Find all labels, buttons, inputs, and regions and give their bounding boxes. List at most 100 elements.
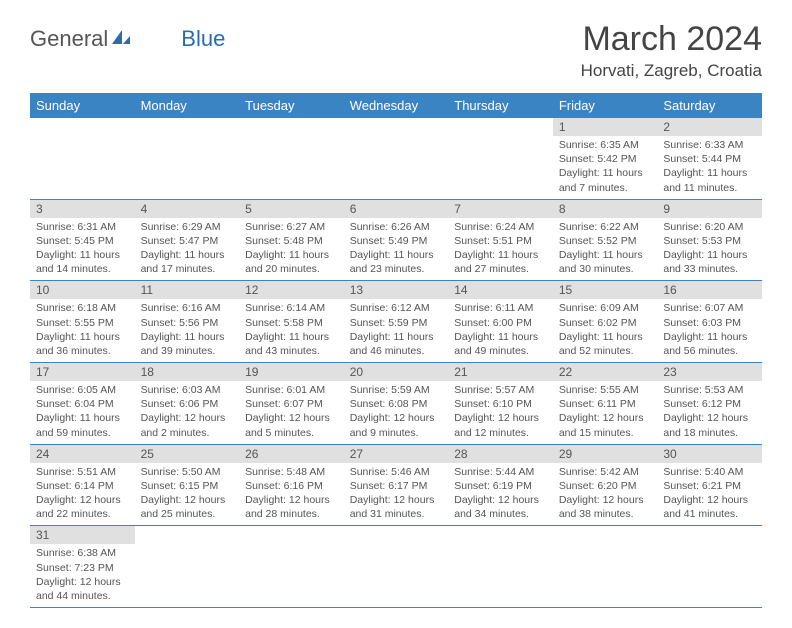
day-content: Sunrise: 6:18 AMSunset: 5:55 PMDaylight:… [30, 299, 135, 362]
day-number [553, 526, 658, 544]
day-info-line: Sunset: 6:11 PM [559, 397, 652, 411]
day-info-line: Sunrise: 6:12 AM [350, 301, 443, 315]
day-number: 13 [344, 281, 449, 299]
calendar-day-cell [344, 526, 449, 608]
day-info-line: Sunrise: 6:29 AM [141, 220, 234, 234]
day-info-line: Daylight: 11 hours and 7 minutes. [559, 166, 652, 194]
day-info-line: Sunrise: 5:40 AM [663, 465, 756, 479]
day-info-line: Sunrise: 6:11 AM [454, 301, 547, 315]
day-number [344, 526, 449, 544]
day-number: 11 [135, 281, 240, 299]
calendar-day-cell [553, 526, 658, 608]
day-content: Sunrise: 6:07 AMSunset: 6:03 PMDaylight:… [657, 299, 762, 362]
calendar-day-cell: 2Sunrise: 6:33 AMSunset: 5:44 PMDaylight… [657, 118, 762, 199]
day-content: Sunrise: 5:55 AMSunset: 6:11 PMDaylight:… [553, 381, 658, 444]
title-block: March 2024 Horvati, Zagreb, Croatia [581, 20, 762, 81]
day-info-line: Sunset: 6:02 PM [559, 316, 652, 330]
day-number: 9 [657, 200, 762, 218]
day-content [553, 544, 658, 550]
calendar-day-cell: 16Sunrise: 6:07 AMSunset: 6:03 PMDayligh… [657, 281, 762, 363]
day-info-line: Daylight: 12 hours and 44 minutes. [36, 575, 129, 603]
calendar-day-cell: 17Sunrise: 6:05 AMSunset: 6:04 PMDayligh… [30, 363, 135, 445]
day-content: Sunrise: 6:20 AMSunset: 5:53 PMDaylight:… [657, 218, 762, 281]
calendar-day-cell [239, 526, 344, 608]
day-content: Sunrise: 6:01 AMSunset: 6:07 PMDaylight:… [239, 381, 344, 444]
calendar-week-row: 17Sunrise: 6:05 AMSunset: 6:04 PMDayligh… [30, 363, 762, 445]
calendar-week-row: 1Sunrise: 6:35 AMSunset: 5:42 PMDaylight… [30, 118, 762, 199]
day-info-line: Sunset: 6:17 PM [350, 479, 443, 493]
day-header-row: Sunday Monday Tuesday Wednesday Thursday… [30, 93, 762, 118]
day-number [239, 118, 344, 136]
day-info-line: Sunset: 5:44 PM [663, 152, 756, 166]
calendar-day-cell: 14Sunrise: 6:11 AMSunset: 6:00 PMDayligh… [448, 281, 553, 363]
day-info-line: Sunrise: 6:27 AM [245, 220, 338, 234]
day-content: Sunrise: 6:29 AMSunset: 5:47 PMDaylight:… [135, 218, 240, 281]
calendar-day-cell: 18Sunrise: 6:03 AMSunset: 6:06 PMDayligh… [135, 363, 240, 445]
calendar-day-cell: 21Sunrise: 5:57 AMSunset: 6:10 PMDayligh… [448, 363, 553, 445]
day-number: 8 [553, 200, 658, 218]
day-content [135, 544, 240, 550]
day-content: Sunrise: 5:40 AMSunset: 6:21 PMDaylight:… [657, 463, 762, 526]
day-info-line: Sunrise: 6:22 AM [559, 220, 652, 234]
day-content: Sunrise: 5:48 AMSunset: 6:16 PMDaylight:… [239, 463, 344, 526]
day-number: 20 [344, 363, 449, 381]
calendar-day-cell: 4Sunrise: 6:29 AMSunset: 5:47 PMDaylight… [135, 199, 240, 281]
day-info-line: Sunrise: 5:59 AM [350, 383, 443, 397]
day-info-line: Sunrise: 6:03 AM [141, 383, 234, 397]
day-info-line: Daylight: 11 hours and 14 minutes. [36, 248, 129, 276]
day-info-line: Sunrise: 5:48 AM [245, 465, 338, 479]
day-info-line: Sunrise: 6:38 AM [36, 546, 129, 560]
day-info-line: Sunset: 6:21 PM [663, 479, 756, 493]
day-info-line: Daylight: 11 hours and 33 minutes. [663, 248, 756, 276]
day-info-line: Daylight: 11 hours and 46 minutes. [350, 330, 443, 358]
calendar-day-cell: 26Sunrise: 5:48 AMSunset: 6:16 PMDayligh… [239, 444, 344, 526]
calendar-day-cell: 13Sunrise: 6:12 AMSunset: 5:59 PMDayligh… [344, 281, 449, 363]
day-info-line: Sunset: 6:07 PM [245, 397, 338, 411]
day-info-line: Daylight: 11 hours and 30 minutes. [559, 248, 652, 276]
day-info-line: Sunset: 6:03 PM [663, 316, 756, 330]
day-info-line: Sunset: 6:14 PM [36, 479, 129, 493]
calendar-week-row: 31Sunrise: 6:38 AMSunset: 7:23 PMDayligh… [30, 526, 762, 608]
day-info-line: Sunrise: 6:18 AM [36, 301, 129, 315]
calendar-day-cell [448, 118, 553, 199]
day-info-line: Sunset: 6:12 PM [663, 397, 756, 411]
day-content: Sunrise: 6:33 AMSunset: 5:44 PMDaylight:… [657, 136, 762, 199]
day-info-line: Sunrise: 6:26 AM [350, 220, 443, 234]
day-info-line: Daylight: 11 hours and 56 minutes. [663, 330, 756, 358]
calendar-body: 1Sunrise: 6:35 AMSunset: 5:42 PMDaylight… [30, 118, 762, 608]
day-content [135, 136, 240, 142]
day-info-line: Sunset: 6:04 PM [36, 397, 129, 411]
calendar-day-cell: 1Sunrise: 6:35 AMSunset: 5:42 PMDaylight… [553, 118, 658, 199]
day-info-line: Sunset: 6:00 PM [454, 316, 547, 330]
day-info-line: Sunrise: 5:50 AM [141, 465, 234, 479]
day-info-line: Daylight: 11 hours and 20 minutes. [245, 248, 338, 276]
day-number [448, 118, 553, 136]
day-info-line: Sunset: 6:16 PM [245, 479, 338, 493]
logo-sail-icon [110, 26, 132, 52]
day-number [135, 118, 240, 136]
calendar-day-cell: 20Sunrise: 5:59 AMSunset: 6:08 PMDayligh… [344, 363, 449, 445]
day-number: 17 [30, 363, 135, 381]
month-title: March 2024 [581, 20, 762, 59]
day-content: Sunrise: 6:38 AMSunset: 7:23 PMDaylight:… [30, 544, 135, 607]
day-info-line: Sunrise: 6:24 AM [454, 220, 547, 234]
day-number: 2 [657, 118, 762, 136]
day-info-line: Sunrise: 6:35 AM [559, 138, 652, 152]
day-number: 3 [30, 200, 135, 218]
day-info-line: Daylight: 11 hours and 39 minutes. [141, 330, 234, 358]
day-number: 1 [553, 118, 658, 136]
day-info-line: Daylight: 11 hours and 17 minutes. [141, 248, 234, 276]
calendar-day-cell: 28Sunrise: 5:44 AMSunset: 6:19 PMDayligh… [448, 444, 553, 526]
calendar-day-cell: 6Sunrise: 6:26 AMSunset: 5:49 PMDaylight… [344, 199, 449, 281]
day-content [657, 544, 762, 550]
day-number: 4 [135, 200, 240, 218]
calendar-day-cell: 12Sunrise: 6:14 AMSunset: 5:58 PMDayligh… [239, 281, 344, 363]
day-number: 27 [344, 445, 449, 463]
logo-text-general: General [30, 26, 108, 52]
day-info-line: Sunrise: 5:44 AM [454, 465, 547, 479]
day-info-line: Sunset: 5:51 PM [454, 234, 547, 248]
day-content: Sunrise: 5:51 AMSunset: 6:14 PMDaylight:… [30, 463, 135, 526]
day-info-line: Sunset: 7:23 PM [36, 561, 129, 575]
day-number: 31 [30, 526, 135, 544]
day-info-line: Sunrise: 6:33 AM [663, 138, 756, 152]
